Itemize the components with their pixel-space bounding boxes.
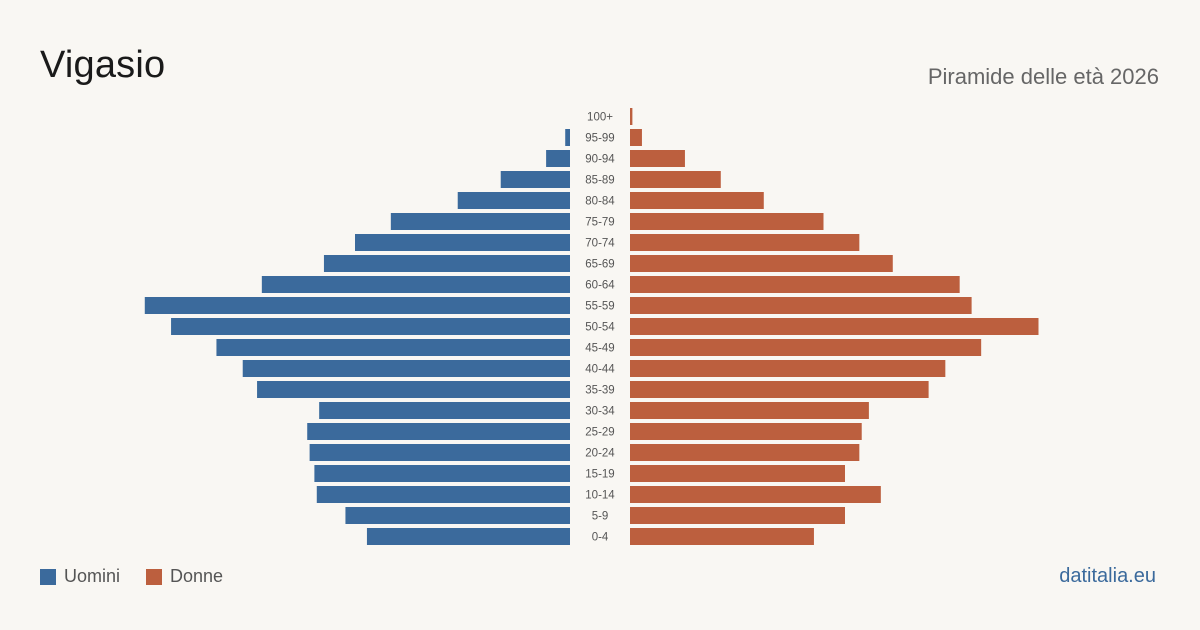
bar-men-90-94 (546, 150, 570, 167)
bar-men-5-9 (345, 507, 570, 524)
legend-item-men: Uomini (40, 566, 120, 587)
bar-women-90-94 (630, 150, 685, 167)
bar-men-55-59 (144, 297, 570, 314)
age-label-90-94: 90-94 (585, 154, 615, 166)
bar-women-5-9 (630, 507, 845, 524)
bar-women-50-54 (630, 318, 1039, 335)
bar-men-45-49 (216, 339, 570, 356)
bar-men-40-44 (242, 360, 570, 377)
bar-women-15-19 (630, 465, 845, 482)
age-label-0-4: 0-4 (592, 532, 609, 544)
bar-men-50-54 (171, 318, 571, 335)
bar-women-20-24 (630, 444, 860, 461)
age-label-75-79: 75-79 (585, 217, 614, 229)
chart-legend: Uomini Donne (40, 566, 249, 587)
age-label-35-39: 35-39 (585, 385, 614, 397)
age-label-100+: 100+ (587, 112, 613, 124)
age-label-85-89: 85-89 (585, 175, 614, 187)
bar-men-80-84 (457, 192, 570, 209)
bar-women-60-64 (630, 276, 960, 293)
bar-men-10-14 (316, 486, 570, 503)
bar-men-70-74 (355, 234, 570, 251)
bar-men-60-64 (261, 276, 570, 293)
bar-women-10-14 (630, 486, 881, 503)
bar-men-30-34 (319, 402, 570, 419)
bar-men-20-24 (309, 444, 570, 461)
bar-women-70-74 (630, 234, 860, 251)
bar-men-0-4 (366, 528, 570, 545)
bar-women-65-69 (630, 255, 893, 272)
bar-women-80-84 (630, 192, 764, 209)
legend-swatch-men (40, 568, 56, 585)
bar-women-0-4 (630, 528, 814, 545)
bar-men-95-99 (565, 129, 570, 146)
bar-men-65-69 (323, 255, 570, 272)
legend-item-women: Donne (146, 566, 223, 587)
age-label-80-84: 80-84 (585, 196, 615, 208)
bar-men-75-79 (390, 213, 570, 230)
bar-women-85-89 (630, 171, 721, 188)
bar-men-15-19 (314, 465, 570, 482)
age-label-30-34: 30-34 (585, 406, 615, 418)
bar-women-100+ (630, 108, 633, 125)
age-label-65-69: 65-69 (585, 259, 614, 271)
bar-men-25-29 (307, 423, 570, 440)
bar-men-85-89 (500, 171, 570, 188)
chart-subtitle: Piramide delle età 2026 (927, 64, 1159, 89)
bar-men-35-39 (257, 381, 570, 398)
bar-women-35-39 (630, 381, 929, 398)
bar-women-40-44 (630, 360, 946, 377)
age-label-50-54: 50-54 (585, 322, 615, 334)
age-label-70-74: 70-74 (585, 238, 615, 250)
age-label-10-14: 10-14 (585, 490, 615, 502)
age-label-95-99: 95-99 (585, 133, 614, 145)
legend-swatch-women (146, 568, 163, 585)
bar-women-75-79 (630, 213, 824, 230)
brand-link[interactable]: datitalia.eu (1059, 565, 1156, 587)
age-label-20-24: 20-24 (585, 448, 615, 460)
chart-title: Vigasio (40, 44, 166, 86)
age-label-5-9: 5-9 (592, 511, 609, 523)
age-label-40-44: 40-44 (585, 364, 615, 376)
age-label-25-29: 25-29 (585, 427, 614, 439)
age-label-60-64: 60-64 (585, 280, 615, 292)
legend-label-women: Donne (170, 566, 224, 586)
bar-women-95-99 (630, 129, 642, 146)
bar-women-45-49 (630, 339, 982, 356)
legend-label-men: Uomini (64, 566, 121, 586)
age-label-15-19: 15-19 (585, 469, 614, 481)
bar-women-55-59 (630, 297, 972, 314)
bar-women-25-29 (630, 423, 862, 440)
age-label-45-49: 45-49 (585, 343, 614, 355)
bar-women-30-34 (630, 402, 869, 419)
age-label-55-59: 55-59 (585, 301, 614, 313)
